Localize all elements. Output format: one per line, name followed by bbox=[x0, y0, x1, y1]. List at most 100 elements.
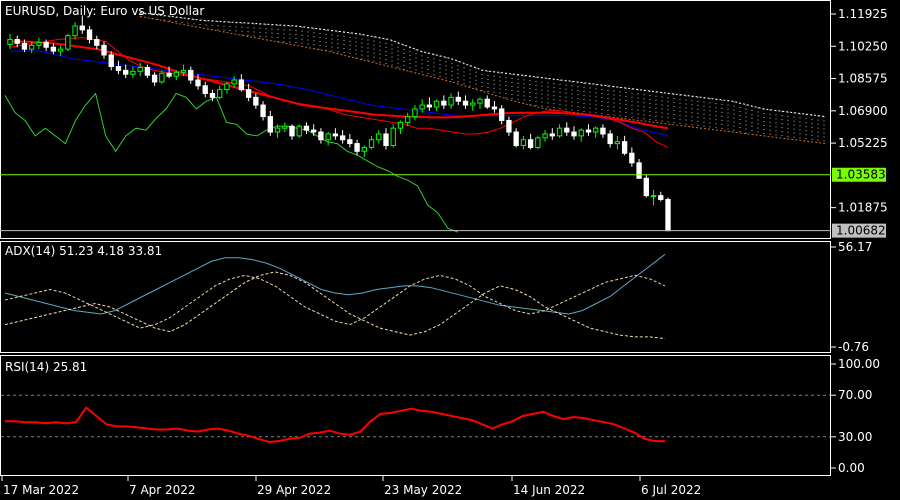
time-tick-label: 7 Apr 2022 bbox=[129, 483, 196, 497]
candle-body bbox=[115, 66, 122, 71]
candle-body bbox=[470, 102, 476, 106]
candle-body bbox=[173, 71, 179, 77]
candle-body bbox=[368, 139, 375, 148]
price-tick-label: 1.10250 bbox=[838, 39, 888, 53]
candle-body bbox=[506, 119, 512, 133]
candle-body bbox=[94, 39, 100, 46]
adx-lines bbox=[4, 253, 666, 340]
candle-body bbox=[7, 39, 13, 45]
candle-body bbox=[245, 89, 252, 98]
time-axis: 17 Mar 2022 7 Apr 2022 29 Apr 2022 23 May 2… bbox=[1, 476, 701, 497]
candle-body bbox=[238, 79, 245, 91]
rsi-tick-label: 30.00 bbox=[838, 430, 872, 444]
candle-body bbox=[600, 127, 606, 135]
slow-ma-line bbox=[10, 40, 669, 130]
candle-body bbox=[159, 72, 165, 83]
price-axis: 1.11925 1.10250 1.08575 1.06900 1.05225 1.018… bbox=[831, 7, 888, 215]
candle-body bbox=[311, 129, 317, 133]
candle-body bbox=[542, 133, 548, 139]
time-tick-label: 6 Jul 2022 bbox=[641, 483, 701, 497]
price-tick-label: 1.06900 bbox=[838, 104, 888, 118]
candle-body bbox=[462, 100, 469, 106]
candle-body bbox=[166, 72, 172, 77]
candle-body bbox=[282, 125, 288, 129]
candle-body bbox=[14, 39, 20, 44]
candle-body bbox=[549, 133, 555, 137]
rsi-tick-label: 0.00 bbox=[838, 461, 865, 475]
candle-body bbox=[665, 198, 671, 232]
candle-body bbox=[433, 100, 440, 108]
candle-body bbox=[527, 139, 534, 148]
candle-body bbox=[412, 108, 418, 118]
candle-body bbox=[593, 127, 599, 133]
candle-body bbox=[650, 195, 657, 198]
candle-body bbox=[636, 162, 642, 179]
candle-body bbox=[564, 127, 570, 133]
candle-body bbox=[448, 96, 454, 106]
candle-body bbox=[36, 41, 42, 46]
candle-body bbox=[614, 141, 621, 145]
time-tick-label: 17 Mar 2022 bbox=[3, 483, 79, 497]
candles bbox=[7, 15, 671, 232]
candle-body bbox=[65, 35, 71, 50]
price-tick-label: 1.08575 bbox=[838, 72, 888, 86]
candle-body bbox=[419, 104, 425, 110]
fast-ma-line bbox=[9, 37, 669, 148]
candle-body bbox=[108, 54, 114, 68]
candle-body bbox=[332, 133, 339, 137]
candle-body bbox=[130, 70, 136, 75]
time-tick-label: 29 Apr 2022 bbox=[257, 483, 331, 497]
candle-body bbox=[72, 25, 78, 37]
adx-main-line bbox=[4, 253, 666, 315]
candle-body bbox=[274, 127, 281, 133]
candle-body bbox=[43, 41, 49, 48]
candle-body bbox=[29, 44, 35, 50]
candle-body bbox=[296, 125, 302, 137]
rsi-panel: RSI(14) 25.81 100.00 70.00 30.00 0.00 bbox=[0, 355, 880, 476]
price-tick-label: 1.11925 bbox=[838, 7, 888, 21]
candle-body bbox=[209, 92, 216, 98]
candle-body bbox=[144, 66, 151, 76]
candle-body bbox=[217, 89, 223, 98]
candle-body bbox=[303, 125, 310, 131]
current-price-tag: 1.00682 bbox=[832, 223, 886, 238]
candle-body bbox=[354, 143, 360, 152]
rsi-panel-frame bbox=[0, 355, 831, 476]
candle-body bbox=[361, 146, 367, 152]
ichimoku-cloud bbox=[139, 12, 827, 145]
candle-body bbox=[556, 127, 563, 137]
adx-ytick-top: 56.17 bbox=[838, 240, 872, 254]
candle-body bbox=[224, 83, 230, 91]
candle-body bbox=[455, 96, 461, 102]
candle-body bbox=[180, 69, 187, 73]
adx-label: ADX(14) 51.23 4.18 33.81 bbox=[5, 244, 162, 258]
rsi-lines bbox=[1, 394, 830, 444]
time-tick-label: 14 Jun 2022 bbox=[513, 483, 585, 497]
current-price-label: 1.00682 bbox=[836, 224, 886, 238]
indicator-lines bbox=[4, 37, 669, 233]
candle-body bbox=[231, 79, 237, 85]
candle-body bbox=[202, 85, 208, 94]
candle-body bbox=[50, 46, 57, 52]
lagging-span-line bbox=[4, 92, 459, 233]
rsi-label: RSI(14) 25.81 bbox=[5, 360, 87, 374]
candle-body bbox=[571, 131, 577, 137]
candle-body bbox=[397, 121, 404, 129]
adx-panel: ADX(14) 51.23 4.18 33.81 56.17 -0.76 bbox=[0, 240, 872, 354]
rsi-axis: 100.00 70.00 30.00 0.00 bbox=[831, 357, 880, 475]
candle-body bbox=[578, 129, 584, 137]
adx-panel-frame bbox=[0, 241, 831, 353]
candle-body bbox=[629, 152, 635, 164]
current-price-box bbox=[832, 223, 886, 238]
candle-body bbox=[658, 195, 664, 200]
minus-di-line bbox=[4, 274, 666, 329]
cloud-top-line bbox=[139, 12, 827, 118]
tenkan-line bbox=[10, 50, 669, 137]
candle-body bbox=[491, 106, 498, 110]
candle-body bbox=[390, 127, 396, 147]
rsi-tick-label: 70.00 bbox=[838, 388, 872, 402]
candle-body bbox=[101, 44, 107, 56]
candle-body bbox=[405, 116, 411, 123]
candle-body bbox=[325, 133, 331, 141]
candle-body bbox=[188, 69, 194, 81]
